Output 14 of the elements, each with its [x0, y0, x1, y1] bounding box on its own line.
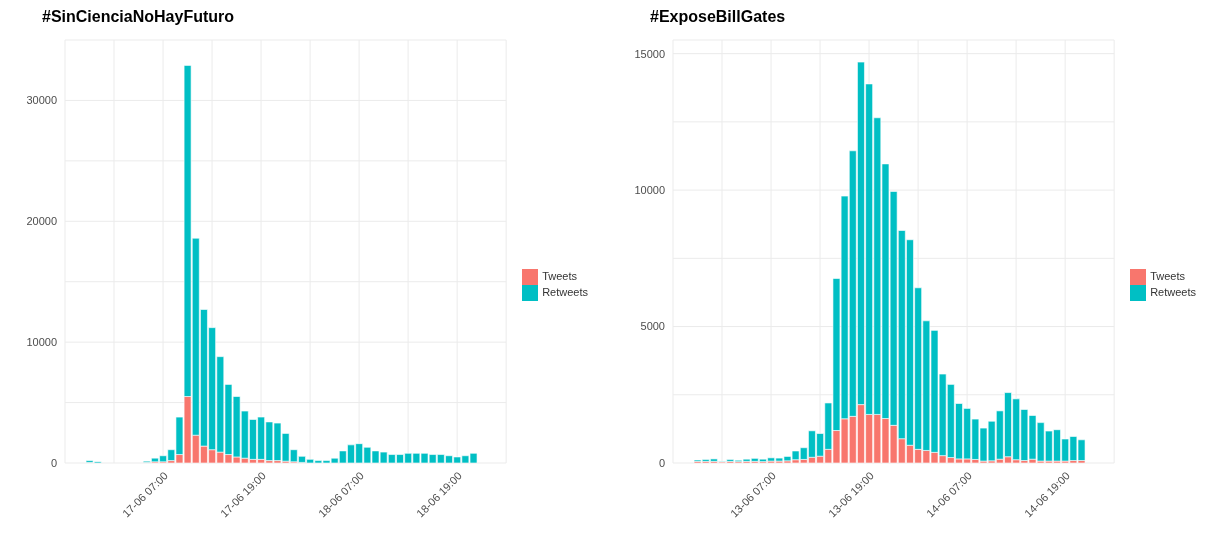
legend-label: Retweets: [1150, 285, 1196, 298]
y-tick-label: 20000: [26, 215, 57, 228]
legend-label: Tweets: [1150, 269, 1185, 282]
y-tick-label: 0: [658, 456, 665, 469]
y-tick-label: 0: [50, 456, 57, 469]
legend-label: Tweets: [542, 269, 577, 282]
legend-label: Retweets: [542, 285, 588, 298]
chart-title: #SinCienciaNoHayFuturo: [41, 8, 236, 27]
chart-title: #ExposeBillGates: [649, 8, 787, 27]
y-tick-label: 10000: [634, 184, 665, 196]
y-tick-label: 30000: [26, 94, 57, 107]
y-tick-label: 5000: [640, 320, 665, 333]
y-tick-label: 15000: [634, 47, 665, 60]
y-tick-label: 10000: [26, 336, 57, 349]
